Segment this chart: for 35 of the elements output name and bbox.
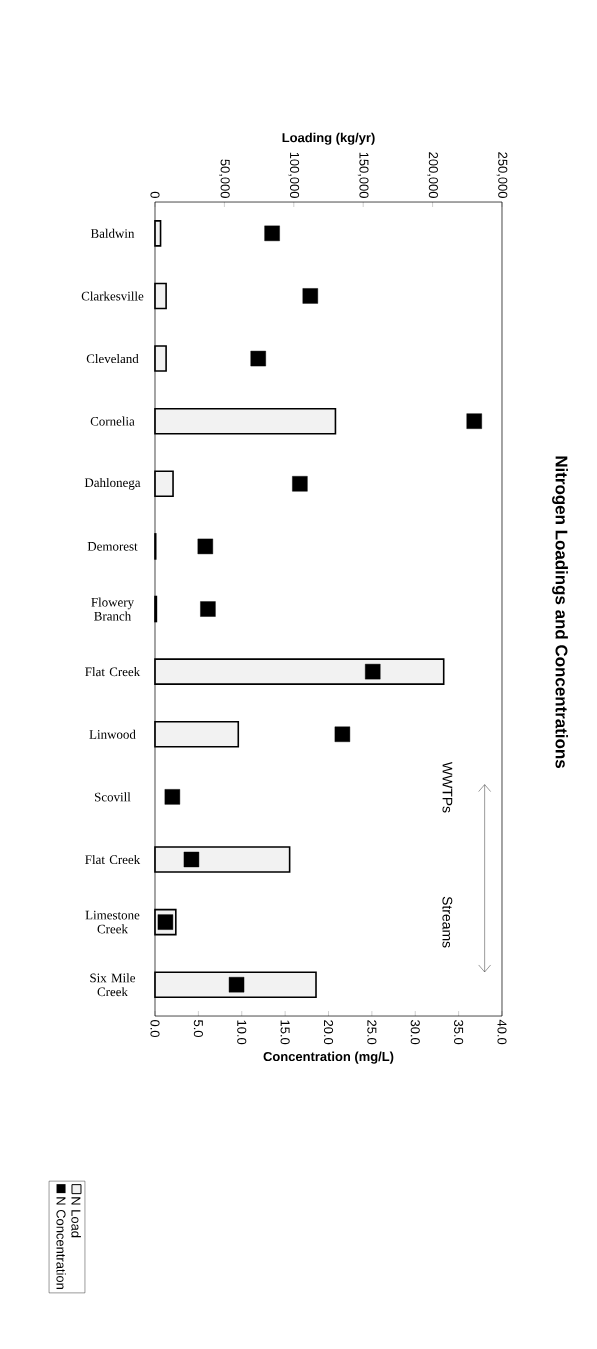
y-tick-label: Linwood bbox=[89, 729, 136, 739]
x-tick-label: 35.0 bbox=[454, 1020, 464, 1045]
y-tick-label: Demorest bbox=[87, 542, 138, 551]
y-tick-label: Flowery Branch bbox=[91, 597, 135, 621]
annotation: WWTPs bbox=[442, 761, 453, 813]
y-tick-label: Baldwin bbox=[90, 228, 135, 238]
x2-tick-label: 50,000 bbox=[219, 159, 230, 198]
x2-tick-label: 150,000 bbox=[357, 152, 369, 198]
x-tick-label: 0.0 bbox=[150, 1020, 160, 1038]
y-tick-label: Flat Creek bbox=[85, 854, 141, 865]
text: Nitrogen Loadings and Concentrations bbox=[552, 456, 568, 768]
annotation: Streams bbox=[442, 896, 453, 948]
x-tick-label: 20.0 bbox=[323, 1020, 334, 1045]
y-tick-label: Cleveland bbox=[86, 354, 139, 364]
y-tick-label: Limestone Creek bbox=[85, 910, 140, 934]
x-tick-label: 30.0 bbox=[410, 1020, 420, 1045]
x-tick-label: 10.0 bbox=[237, 1020, 247, 1045]
x2-tick-label: 0 bbox=[150, 191, 160, 198]
x-tick-label: 15.0 bbox=[280, 1020, 290, 1045]
legend-label: N Load bbox=[71, 1197, 81, 1238]
y-tick-label: Clarkesville bbox=[81, 291, 144, 301]
y-tick-label: Cornelia bbox=[90, 416, 135, 426]
x-tick-label: 25.0 bbox=[367, 1020, 377, 1045]
x-tick-label: 5.0 bbox=[193, 1020, 203, 1038]
legend-label: N Concentration bbox=[56, 1197, 66, 1289]
x-tick-label: 40.0 bbox=[497, 1019, 507, 1045]
y-tick-label: Flat Creek bbox=[85, 667, 141, 677]
x2-tick-label: 200,000 bbox=[427, 152, 438, 198]
y-tick-label: Scovill bbox=[94, 792, 131, 802]
x2-tick-label: 250,000 bbox=[496, 152, 508, 198]
x2-tick-label: 100,000 bbox=[288, 152, 300, 198]
y-tick-label: Dahlonega bbox=[84, 477, 141, 490]
x2-axis-title: Loading (kg/yr) bbox=[282, 132, 375, 145]
y-tick-label: Six Mile Creek bbox=[90, 973, 136, 997]
x-axis-title: Concentration (mg/L) bbox=[263, 1051, 394, 1064]
